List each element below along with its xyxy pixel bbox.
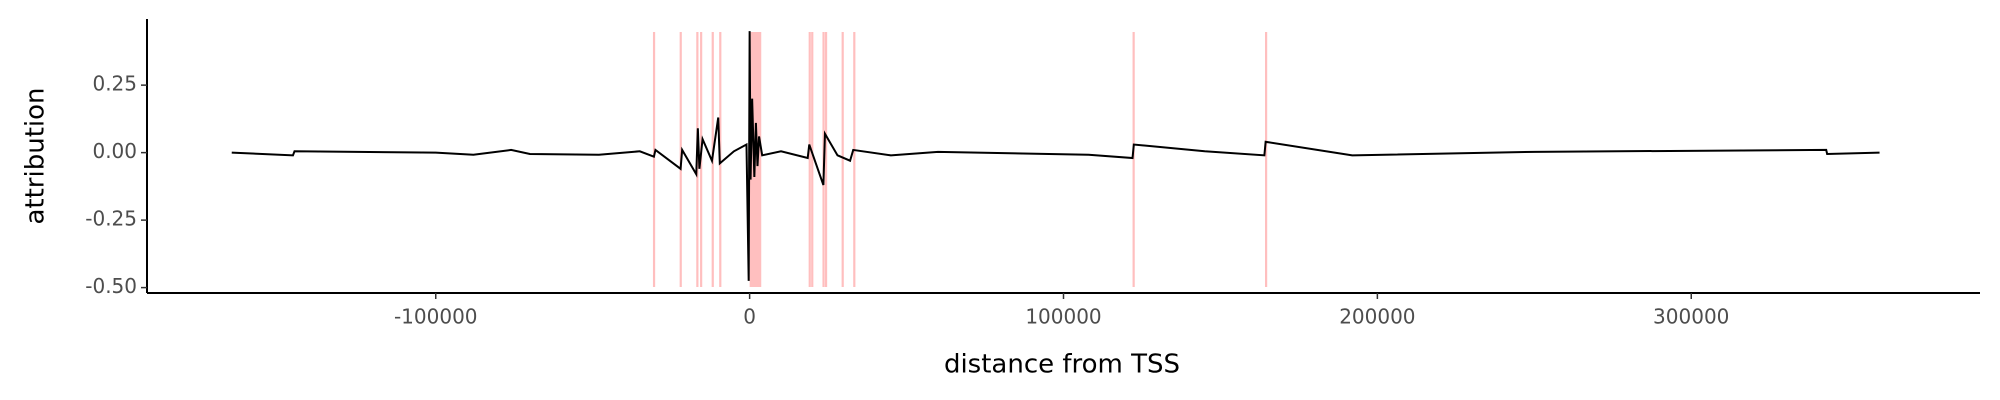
highlight-region bbox=[1132, 32, 1135, 287]
y-tick-label: -0.25 bbox=[85, 207, 137, 231]
y-tick-label: 0.25 bbox=[92, 72, 137, 96]
y-axis-title: attribution bbox=[21, 87, 51, 224]
highlight-region bbox=[841, 32, 844, 287]
x-tick-label: -100000 bbox=[394, 305, 478, 329]
highlight-region bbox=[811, 32, 814, 287]
x-tick-label: 200000 bbox=[1339, 305, 1415, 329]
highlight-region bbox=[652, 32, 656, 287]
x-tick-label: 0 bbox=[743, 305, 756, 329]
data-line bbox=[231, 31, 1880, 281]
x-tick-label: 100000 bbox=[1025, 305, 1101, 329]
x-axis-title: distance from TSS bbox=[944, 350, 1180, 380]
y-tick-label: 0.00 bbox=[92, 139, 137, 163]
highlight-region bbox=[824, 32, 828, 287]
highlight-region bbox=[1265, 32, 1268, 287]
highlight-region bbox=[853, 32, 856, 287]
highlight-region bbox=[808, 32, 811, 287]
y-tick-label: -0.50 bbox=[85, 274, 137, 298]
x-tick-label: 300000 bbox=[1653, 305, 1729, 329]
